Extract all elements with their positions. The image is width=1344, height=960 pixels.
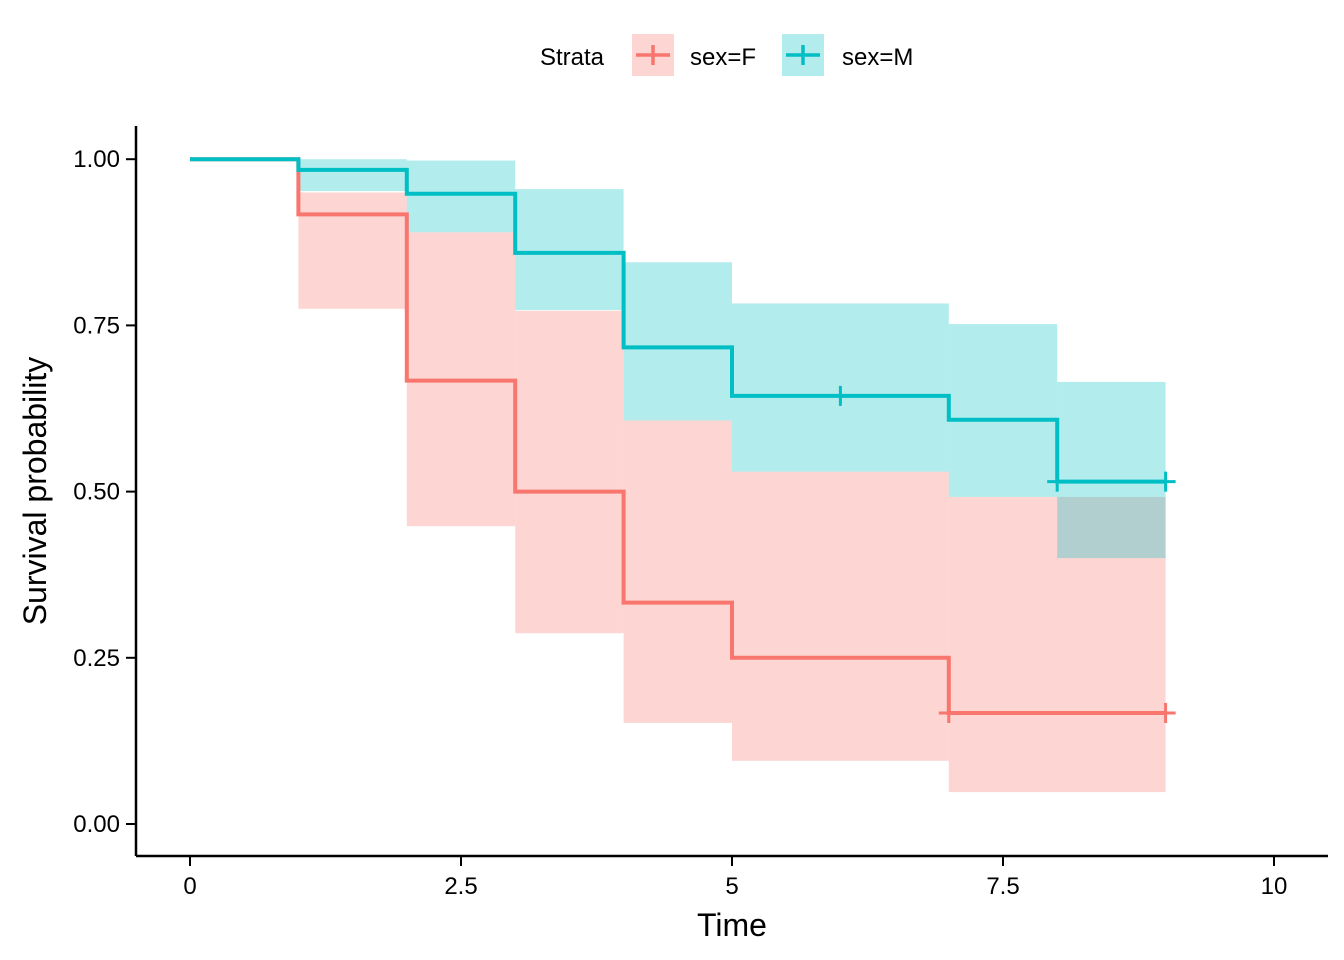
x-tick-label: 7.5 — [986, 873, 1019, 900]
y-tick-label: 1.00 — [73, 146, 120, 173]
y-tick-label: 0.25 — [73, 645, 120, 672]
axes: 0 2.5 5 7.5 10 0.00 0.25 0.50 0.75 1.00 — [73, 126, 1328, 900]
confidence-band-sex-F-3 — [515, 310, 624, 634]
survival-curves — [190, 157, 1176, 723]
confidence-band-sex-F-6 — [948, 496, 1166, 793]
survival-curve-sex-M — [190, 157, 1166, 484]
censor-mark-sex-M-0 — [830, 385, 851, 406]
y-axis-title: Survival probability — [17, 357, 53, 626]
legend-label-sex-M: sex=M — [842, 44, 913, 71]
x-axis-title: Time — [697, 907, 767, 943]
censor-mark-sex-M-1 — [1047, 471, 1068, 492]
censor-mark-sex-F-0 — [938, 702, 959, 723]
confidence-band-sex-F-4 — [623, 420, 732, 723]
y-tick-label: 0.75 — [73, 312, 120, 339]
y-tick-label: 0.00 — [73, 811, 120, 838]
confidence-band-sex-F-5 — [732, 471, 949, 761]
x-tick-label: 5 — [725, 873, 738, 900]
y-tick-label: 0.50 — [73, 479, 120, 506]
survival-curve-sex-F — [190, 157, 1166, 715]
x-tick-label: 10 — [1261, 873, 1288, 900]
confidence-band-sex-M-4 — [623, 262, 732, 421]
confidence-band-sex-M-3 — [515, 189, 624, 311]
confidence-band-sex-M-1 — [298, 159, 407, 192]
confidence-band-sex-M-6 — [948, 324, 1058, 497]
legend-title: Strata — [540, 44, 605, 71]
legend: Strata sex=F sex=M — [540, 34, 913, 76]
censor-mark-sex-F-1 — [1155, 702, 1176, 723]
confidence-band-sex-M-2 — [406, 160, 516, 233]
censor-mark-sex-M-2 — [1155, 471, 1176, 492]
x-tick-label: 2.5 — [444, 873, 477, 900]
legend-swatch-sex-M — [786, 45, 820, 65]
legend-label-sex-F: sex=F — [690, 44, 756, 71]
confidence-band-sex-M-7 — [1057, 381, 1166, 559]
confidence-bands — [298, 159, 1166, 793]
confidence-band-sex-F-1 — [298, 192, 407, 309]
legend-swatch-sex-F — [636, 45, 670, 65]
x-tick-label: 0 — [183, 873, 196, 900]
